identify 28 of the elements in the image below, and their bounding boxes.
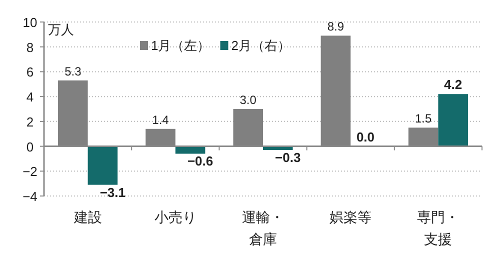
data-label: 1.5 (414, 112, 432, 126)
data-label: 8.9 (327, 20, 344, 34)
bar (88, 146, 118, 185)
legend-label: 1月（左） (151, 38, 210, 53)
x-tick-label: 運輸・倉庫 (242, 209, 284, 247)
x-tick-label: 建設 (72, 209, 102, 225)
y-tick-label: 6 (26, 64, 34, 80)
y-tick-label: 0 (26, 139, 34, 154)
x-tick-label: 専門・支援 (417, 209, 460, 247)
y-tick-label: 2 (26, 114, 34, 130)
x-tick-label: 小売り (154, 209, 196, 225)
legend-label: 2月（右） (231, 38, 290, 53)
bar (438, 94, 468, 146)
y-tick-label: 4 (26, 90, 34, 105)
y-tick-label: −4 (22, 189, 38, 204)
data-label: −3.1 (100, 184, 126, 200)
data-label: 4.2 (444, 77, 462, 92)
data-label: 1.4 (152, 112, 170, 127)
x-tick-label: 娯楽等 (330, 209, 372, 225)
y-tick-label: 8 (26, 40, 34, 55)
data-label: 5.3 (64, 64, 82, 78)
y-tick-label: 10 (22, 15, 38, 30)
data-label: 3.0 (240, 93, 257, 107)
y-axis-title: 万人 (48, 22, 74, 37)
data-label: 0.0 (356, 129, 375, 144)
data-label: −0.3 (275, 150, 301, 166)
data-label: −0.6 (187, 154, 214, 169)
y-tick-label: −2 (22, 164, 38, 180)
